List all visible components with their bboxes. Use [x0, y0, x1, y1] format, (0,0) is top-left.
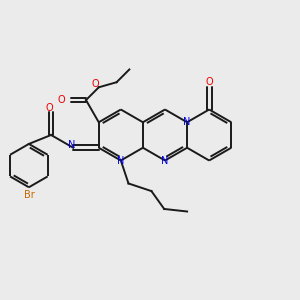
Text: O: O: [46, 103, 53, 112]
Text: O: O: [57, 95, 65, 105]
Text: N: N: [161, 155, 169, 166]
Text: Br: Br: [23, 190, 34, 200]
Text: O: O: [206, 77, 213, 87]
Text: O: O: [92, 79, 100, 89]
Text: N: N: [68, 140, 75, 150]
Text: N: N: [117, 155, 124, 166]
Text: N: N: [183, 117, 191, 127]
